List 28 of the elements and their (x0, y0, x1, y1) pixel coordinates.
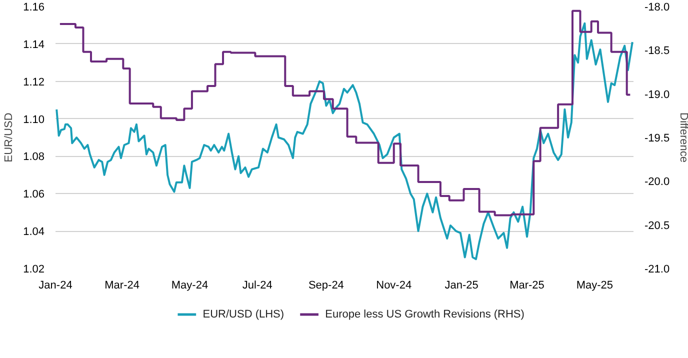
y-tick-label: 1.06 (23, 188, 45, 201)
y2-tick-label: -18.0 (644, 2, 670, 14)
y2-tick-label: -20.5 (644, 220, 670, 232)
y-axis-title: EUR/USD (3, 112, 16, 162)
legend-label: EUR/USD (LHS) (202, 308, 284, 320)
x-tick-label: Mar-25 (510, 280, 544, 292)
line-series (56, 22, 634, 260)
x-tick-label: May-24 (171, 280, 208, 292)
y-tick-label: 1.14 (23, 38, 45, 51)
y-tick-label: 1.12 (23, 76, 45, 88)
x-tick-label: Sep-24 (308, 280, 344, 292)
y2-tick-label: -18.5 (644, 45, 670, 58)
legend-label: Europe less US Growth Revisions (RHS) (325, 308, 524, 320)
y-tick-label: 1.16 (23, 2, 45, 14)
y2-tick-label: -19.0 (644, 88, 670, 101)
y-tick-label: 1.08 (23, 151, 45, 164)
x-tick-label: Mar-24 (104, 280, 140, 292)
y2-tick-label: -21.0 (644, 264, 670, 276)
x-tick-label: Jul-24 (242, 280, 272, 292)
y2-tick-label: -20.0 (644, 176, 670, 188)
x-tick-label: Jan-25 (444, 280, 478, 292)
x-tick-label: Jan-24 (38, 280, 72, 292)
y-tick-label: 1.04 (23, 226, 45, 238)
y-tick-label: 1.02 (23, 264, 45, 276)
y2-tick-label: -19.5 (644, 132, 670, 144)
x-tick-label: Nov-24 (376, 280, 412, 292)
y-tick-label: 1.10 (23, 114, 45, 126)
x-tick-label: May-25 (576, 280, 614, 292)
